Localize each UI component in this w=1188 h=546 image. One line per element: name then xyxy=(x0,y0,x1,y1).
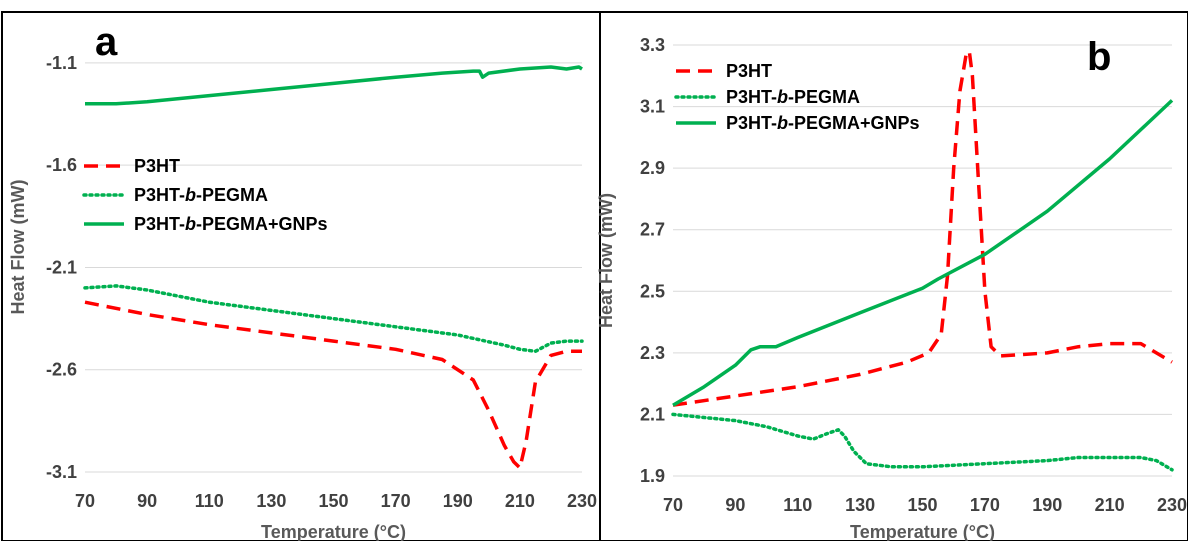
series-line-p3ht-b-pegma xyxy=(83,284,584,354)
x-tick-label: 150 xyxy=(318,491,348,511)
x-tick-label: 190 xyxy=(443,491,473,511)
x-tick-label: 170 xyxy=(381,491,411,511)
x-tick-label: 70 xyxy=(75,491,95,511)
series-line-p3ht-b-pegma-gnps xyxy=(672,99,1174,407)
y-tick-label: -1.1 xyxy=(46,53,77,73)
x-tick-label: 90 xyxy=(725,495,745,515)
x-tick-label: 210 xyxy=(1095,495,1125,515)
x-tick-label: 150 xyxy=(907,495,937,515)
legend-label: P3HT-b-PEGMA+GNPs xyxy=(134,214,328,234)
x-axis-title: Temperature (°C) xyxy=(850,522,995,541)
chart-panel-a: -3.1 -2.6 -2.1 -1.6 -1.1 70 90 110 130 150 170 190 2… xyxy=(1,11,601,542)
y-tick-label: 2.1 xyxy=(640,404,665,424)
x-tick-label: 130 xyxy=(845,495,875,515)
y-tick-label: 2.3 xyxy=(640,343,665,363)
x-tick-label: 170 xyxy=(970,495,1000,515)
legend-label: P3HT-b-PEGMA xyxy=(134,185,268,205)
x-tick-label: 130 xyxy=(256,491,286,511)
y-tick-label: 2.9 xyxy=(640,158,665,178)
x-tick-label: 90 xyxy=(137,491,157,511)
y-tick-label: 1.9 xyxy=(640,466,665,486)
x-tick-label: 110 xyxy=(195,491,224,511)
legend-label: P3HT xyxy=(134,156,180,176)
y-axis-title: Heat Flow (mW) xyxy=(8,180,28,315)
x-tick-label: 230 xyxy=(567,491,597,511)
y-tick-label: -3.1 xyxy=(46,462,77,482)
legend-label: P3HT-b-PEGMA xyxy=(726,87,860,107)
y-tick-label: -2.1 xyxy=(46,257,77,277)
legend-label: P3HT-b-PEGMA+GNPs xyxy=(726,113,920,133)
y-tick-label: 2.5 xyxy=(640,281,665,301)
x-tick-label: 230 xyxy=(1157,495,1187,515)
x-axis-title: Temperature (°C) xyxy=(261,522,406,541)
y-tick-label: 3.3 xyxy=(640,35,665,55)
x-tick-label: 70 xyxy=(663,495,683,515)
x-tick-label: 210 xyxy=(505,491,535,511)
x-tick-label: 190 xyxy=(1032,495,1062,515)
y-axis-title: Heat Flow (mW) xyxy=(596,193,616,328)
y-tick-label: 3.1 xyxy=(640,97,665,117)
chart-panel-b: 1.9 2.1 2.3 2.5 2.7 2.9 3.1 3.3 70 90 110 130 150 170… xyxy=(596,11,1188,542)
panel-frame xyxy=(599,11,1188,542)
x-tick-label: 110 xyxy=(783,495,812,515)
y-tick-label: -1.6 xyxy=(46,155,77,175)
y-tick-label: -2.6 xyxy=(46,360,77,380)
panel-label: b xyxy=(1087,35,1111,79)
panel-frame xyxy=(1,11,601,542)
series-line-p3ht xyxy=(84,300,582,470)
series-line-p3ht-b-pegma-gnps xyxy=(85,65,583,106)
panel-label: a xyxy=(95,20,118,64)
legend-label: P3HT xyxy=(726,61,772,81)
series-line-p3ht-b-pegma xyxy=(671,412,1174,472)
y-tick-label: 2.7 xyxy=(640,220,665,240)
